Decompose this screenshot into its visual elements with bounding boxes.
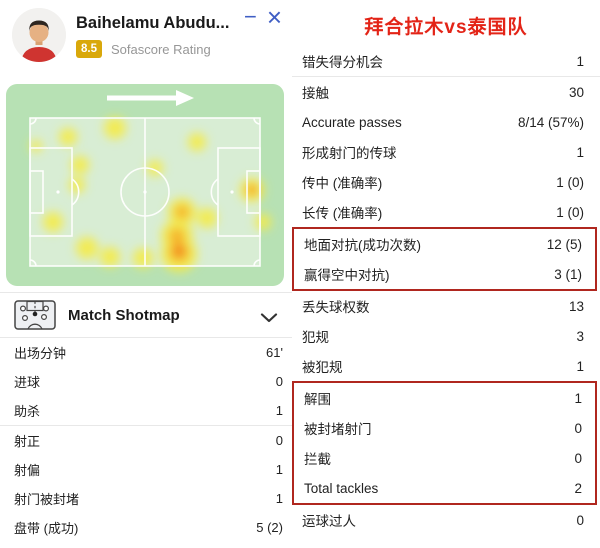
window-controls: − × xyxy=(244,4,282,30)
attack-direction-arrow-icon xyxy=(107,90,194,106)
highlight-box: 解围 1 被封堵射门 0 拦截 0 Total tackles 2 xyxy=(292,381,597,505)
stat-row: 拦截 0 xyxy=(294,443,595,473)
chevron-down-icon xyxy=(260,310,278,323)
stat-group: 错失得分机会 1 xyxy=(292,46,600,76)
minimize-icon[interactable]: − xyxy=(243,4,257,29)
stat-label: 拦截 xyxy=(304,452,331,467)
divider xyxy=(292,76,600,77)
stat-value: 3 (1) xyxy=(554,266,582,282)
stat-label: Total tackles xyxy=(304,480,379,496)
stat-value: 1 (0) xyxy=(556,174,584,190)
player-header: Baihelamu Abudu... 8.5 Sofascore Rating … xyxy=(0,0,292,80)
stat-row: 解围 1 xyxy=(294,383,595,413)
stat-label: 射偏 xyxy=(14,463,41,478)
close-icon[interactable]: × xyxy=(266,2,282,32)
stat-value: 3 xyxy=(576,328,584,344)
stat-label: 射门被封堵 xyxy=(14,492,80,507)
stat-label: 错失得分机会 xyxy=(302,55,383,70)
player-heatmap xyxy=(6,84,284,286)
stat-label: 被封堵射门 xyxy=(304,422,372,437)
stat-row: Accurate passes 8/14 (57%) xyxy=(292,107,600,137)
stat-row: 传中 (准确率) 1 (0) xyxy=(292,167,600,197)
stat-row: 进球 0 xyxy=(0,367,292,396)
match-stats-panel: 拜合拉木vs泰国队 错失得分机会 1 接触 30 Accurate passes 8/14… xyxy=(292,0,600,548)
stat-label: 射正 xyxy=(14,434,41,449)
stat-label: 被犯规 xyxy=(302,360,343,375)
shotmap-icon xyxy=(14,300,56,330)
stat-row: 被犯规 1 xyxy=(292,351,600,381)
stat-row: 助杀 1 xyxy=(0,396,292,425)
stat-label: 盘带 (成功) xyxy=(14,521,79,536)
stat-label: 赢得空中对抗) xyxy=(304,268,390,283)
divider xyxy=(0,425,292,426)
stat-row: 盘带 (成功) 5 (2) xyxy=(0,513,292,542)
stat-row: 接触 30 xyxy=(292,77,600,107)
stat-label: 进球 xyxy=(14,375,41,390)
stat-label: 解围 xyxy=(304,392,331,407)
stat-group: 接触 30 Accurate passes 8/14 (57%) 形成射门的传球 1 传中 … xyxy=(292,77,600,227)
stat-row: 出场分钟 61' xyxy=(0,338,292,367)
match-stats-list: 错失得分机会 1 接触 30 Accurate passes 8/14 (57%) 形成射门… xyxy=(292,46,600,535)
stat-label: 丢失球权数 xyxy=(302,300,370,315)
stat-label: 助杀 xyxy=(14,404,41,419)
stat-label: 出场分钟 xyxy=(14,346,67,361)
stat-value: 1 xyxy=(275,491,283,506)
rating-row: 8.5 Sofascore Rating xyxy=(76,40,211,58)
stat-value: 1 xyxy=(275,462,283,477)
stat-value: 8/14 (57%) xyxy=(517,114,584,130)
stat-value: 1 xyxy=(275,403,283,418)
avatar xyxy=(12,8,66,62)
stat-row: 被封堵射门 0 xyxy=(294,413,595,443)
stat-label: 犯规 xyxy=(302,330,329,345)
stat-row: 形成射门的传球 1 xyxy=(292,137,600,167)
stat-row: 射门被封堵 1 xyxy=(0,484,292,513)
stat-value: 0 xyxy=(574,420,582,436)
rating-badge: 8.5 xyxy=(76,40,102,58)
stat-row: 错失得分机会 1 xyxy=(292,46,600,76)
stat-label: 接触 xyxy=(302,86,329,101)
stat-value: 13 xyxy=(568,298,584,314)
stat-group: 运球过人 0 xyxy=(292,505,600,535)
stat-label: 传中 (准确率) xyxy=(302,176,383,191)
stat-value: 1 (0) xyxy=(556,204,584,220)
stat-row: 射正 0 xyxy=(0,426,292,455)
stat-value: 1 xyxy=(576,53,584,69)
stat-value: 12 (5) xyxy=(546,236,582,252)
stat-value: 5 (2) xyxy=(256,520,283,535)
stat-label: 长传 (准确率) xyxy=(302,206,383,221)
highlight-box: 地面对抗(成功次数) 12 (5) 赢得空中对抗) 3 (1) xyxy=(292,227,597,291)
stat-label: 形成射门的传球 xyxy=(302,146,397,161)
match-shotmap-toggle[interactable]: Match Shotmap xyxy=(0,292,292,338)
stat-value: 61' xyxy=(266,345,283,360)
player-name: Baihelamu Abudu... xyxy=(76,14,230,32)
stat-row: 犯规 3 xyxy=(292,321,600,351)
stat-value: 30 xyxy=(568,84,584,100)
player-panel: Baihelamu Abudu... 8.5 Sofascore Rating … xyxy=(0,0,292,548)
stat-value: 1 xyxy=(574,390,582,406)
stat-group: 丢失球权数 13 犯规 3 被犯规 1 xyxy=(292,291,600,381)
stat-value: 1 xyxy=(576,358,584,374)
stat-value: 0 xyxy=(275,433,283,448)
stat-value: 1 xyxy=(576,144,584,160)
stat-value: 0 xyxy=(275,374,283,389)
shotmap-label: Match Shotmap xyxy=(68,306,180,324)
stat-row: 赢得空中对抗) 3 (1) xyxy=(294,259,595,289)
stat-label: Accurate passes xyxy=(302,114,402,130)
rating-label: Sofascore Rating xyxy=(111,41,211,57)
stat-row: Total tackles 2 xyxy=(294,473,595,503)
player-stats-list: 出场分钟 61' 进球 0 助杀 1 射正 0 射偏 1 射门被封堵 1 盘带 (成功) 5 (2) xyxy=(0,338,292,542)
stat-row: 射偏 1 xyxy=(0,455,292,484)
stat-label: 运球过人 xyxy=(302,514,356,529)
stat-row: 丢失球权数 13 xyxy=(292,291,600,321)
stat-label: 地面对抗(成功次数) xyxy=(304,238,421,253)
stat-row: 地面对抗(成功次数) 12 (5) xyxy=(294,229,595,259)
stat-row: 运球过人 0 xyxy=(292,505,600,535)
stat-value: 2 xyxy=(574,480,582,496)
stat-value: 0 xyxy=(574,450,582,466)
stat-row: 长传 (准确率) 1 (0) xyxy=(292,197,600,227)
stat-value: 0 xyxy=(576,512,584,528)
match-title: 拜合拉木vs泰国队 xyxy=(364,17,528,38)
